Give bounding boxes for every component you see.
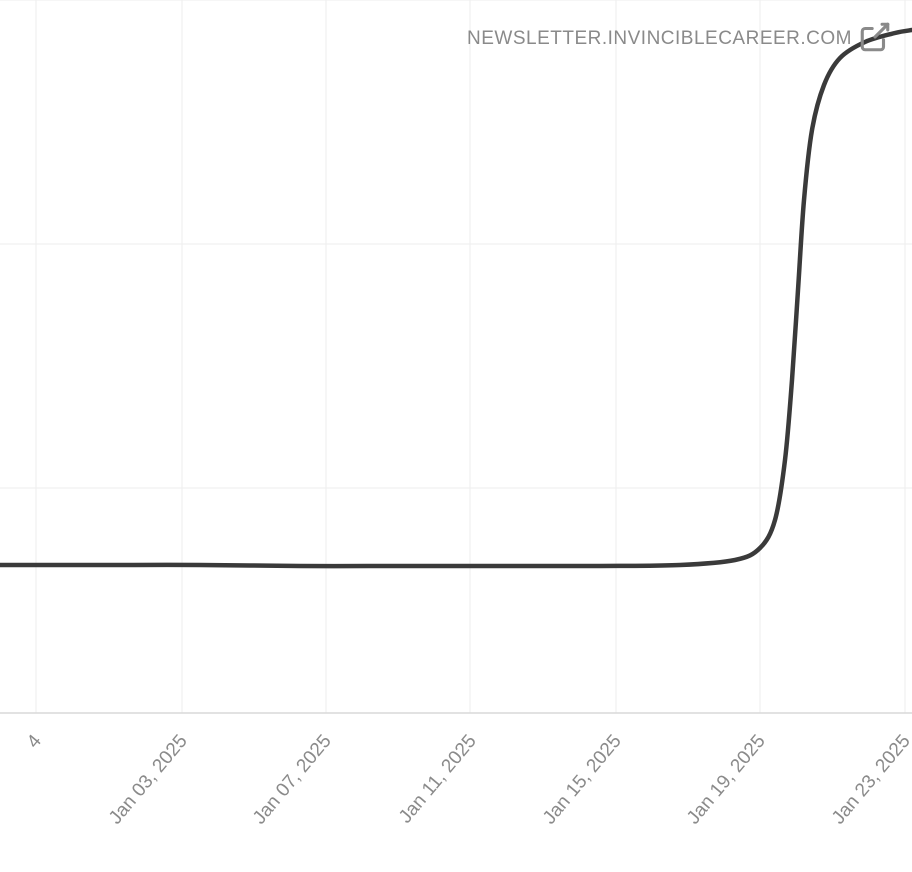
chart-line (0, 30, 912, 566)
source-label: NEWSLETTER.INVINCIBLECAREER.COM (467, 28, 852, 50)
external-link-icon[interactable] (858, 20, 892, 54)
chart-container: NEWSLETTER.INVINCIBLECAREER.COM 4Jan 03,… (0, 0, 912, 872)
